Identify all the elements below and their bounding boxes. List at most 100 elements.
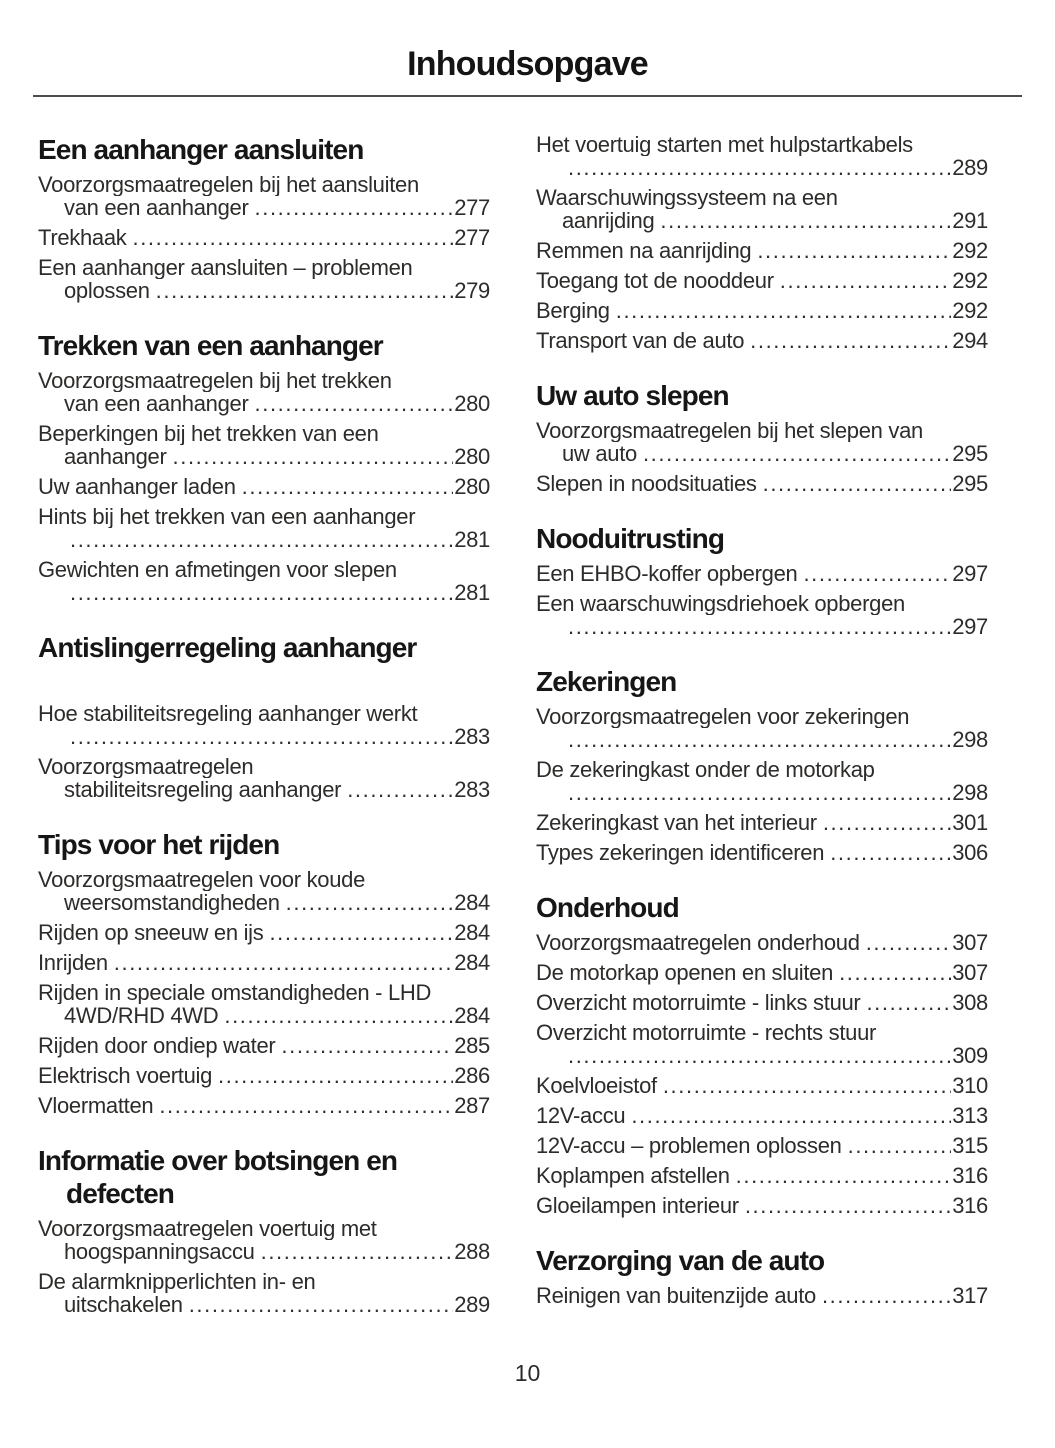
toc-entry-lastline: Reinigen van buitenzijde auto...........… <box>536 1284 988 1307</box>
page-ref: 297 <box>952 561 988 586</box>
dot-leader: ........................................… <box>172 445 454 468</box>
toc-entry: Inrijden................................… <box>38 951 490 974</box>
toc-entry-label: Voorzorgsmaatregelen onderhoud <box>536 930 860 955</box>
toc-entry: Voorzorgsmaatregelen voertuig met hoogspa… <box>38 1217 490 1263</box>
page-ref: 280 <box>454 391 490 416</box>
dot-leader: ........................................… <box>159 1094 454 1117</box>
dot-leader: ........................................… <box>70 528 454 551</box>
dot-leader: ........................................… <box>821 1284 951 1307</box>
section-heading-line: Verzorging van de auto <box>536 1245 825 1276</box>
page-ref: 292 <box>952 268 988 293</box>
toc-entry-line: Voorzorgsmaatregelen voertuig met <box>38 1217 377 1240</box>
toc-entry-lastline: Koelvloeistof...........................… <box>536 1074 988 1097</box>
toc-section: Zekeringen Voorzorgsmaatregelen voor zeke… <box>536 665 988 864</box>
toc-entry-lastline: Rijden op sneeuw en ijs.................… <box>38 921 490 944</box>
toc-entry: Rijden op sneeuw en ijs.................… <box>38 921 490 944</box>
section-heading: Tips voor het rijden <box>38 828 490 861</box>
toc-entry-lastline: Rijden door ondiep water................… <box>38 1034 490 1057</box>
dot-leader: ........................................… <box>70 581 454 604</box>
page-ref: 317 <box>952 1283 988 1308</box>
dot-leader: ........................................… <box>631 1104 951 1127</box>
page-ref: 313 <box>952 1103 988 1128</box>
toc-entry: Overzicht motorruimte - rechts stuur....… <box>536 1021 988 1067</box>
toc-entry-label: oplossen <box>64 278 150 303</box>
toc-entry-label: Reinigen van buitenzijde auto <box>536 1283 816 1308</box>
toc-entry: Een aanhanger aansluiten – problemen oplo… <box>38 256 490 302</box>
toc-section: Verzorging van de auto Reinigen van buite… <box>536 1244 988 1307</box>
toc-section: Nooduitrusting Een EHBO-koffer opbergen..… <box>536 522 988 638</box>
toc-entry-label: De motorkap openen en sluiten <box>536 960 834 985</box>
toc-entry-lastline: weersomstandigheden.....................… <box>38 891 490 914</box>
toc-entry-line: Voorzorgsmaatregelen voor koude <box>38 868 366 891</box>
page-ref: 309 <box>952 1043 988 1068</box>
dot-leader: ........................................… <box>830 841 951 864</box>
toc-entry-lastline: oplossen................................… <box>38 279 490 302</box>
section-heading-line: Nooduitrusting <box>536 523 725 554</box>
page-ref: 277 <box>454 225 490 250</box>
toc-entry-label: Berging <box>536 298 610 323</box>
toc-entry: De zekeringkast onder de motorkap.......… <box>536 758 988 804</box>
dot-leader: ........................................… <box>847 1134 952 1157</box>
toc-entry-line: Voorzorgsmaatregelen voor zekeringen <box>536 705 910 728</box>
page-ref: 291 <box>952 208 988 233</box>
toc-entry-label: stabiliteitsregeling aanhanger <box>64 777 342 802</box>
toc-entry: Voorzorgsmaatregelen voor zekeringen....… <box>536 705 988 751</box>
dot-leader: ........................................… <box>224 1004 454 1027</box>
dot-leader: ........................................… <box>188 1293 453 1316</box>
page-ref: 295 <box>952 471 988 496</box>
toc-entry-lastline: Gloeilampen interieur...................… <box>536 1194 988 1217</box>
toc-column-right: Het voertuig starten met hulpstartkabels… <box>536 133 988 1323</box>
toc-entry-label: van een aanhanger <box>64 195 249 220</box>
toc-entry-lastline: Transport van de auto...................… <box>536 329 988 352</box>
toc-entry-lastline: Koplampen afstellen.....................… <box>536 1164 988 1187</box>
toc-entry: Berging.................................… <box>536 299 988 322</box>
dot-leader: ........................................… <box>568 781 952 804</box>
toc-entry-label: Vloermatten <box>38 1093 154 1118</box>
toc-entry-line: Voorzorgsmaatregelen bij het slepen van <box>536 419 923 442</box>
dot-leader: ........................................… <box>568 156 952 179</box>
dot-leader: ........................................… <box>568 728 952 751</box>
page-ref: 292 <box>952 298 988 323</box>
page-ref: 284 <box>454 920 490 945</box>
toc-body: Een aanhanger aansluiten Voorzorgsmaatreg… <box>0 97 1055 1323</box>
page-ref: 315 <box>952 1133 988 1158</box>
toc-entry: Vloermatten.............................… <box>38 1094 490 1117</box>
toc-entry: Hints bij het trekken van een aanhanger.… <box>38 505 490 551</box>
dot-leader: ........................................… <box>660 209 952 232</box>
toc-entry: Trekhaak................................… <box>38 226 490 249</box>
dot-leader: ........................................… <box>155 279 454 302</box>
toc-entry: Types zekeringen identificeren..........… <box>536 841 988 864</box>
dot-leader: ........................................… <box>839 961 952 984</box>
toc-entry: Koelvloeistof...........................… <box>536 1074 988 1097</box>
page-ref: 289 <box>454 1292 490 1317</box>
toc-section: Een aanhanger aansluiten Voorzorgsmaatreg… <box>38 133 490 302</box>
section-heading-line: Trekken van een aanhanger <box>38 330 384 361</box>
toc-entry-line: Hints bij het trekken van een aanhanger <box>38 505 416 528</box>
toc-entry-lastline: hoogspanningsaccu.......................… <box>38 1240 490 1263</box>
toc-entry: Elektrisch voertuig.....................… <box>38 1064 490 1087</box>
section-heading-line: Uw auto slepen <box>536 380 730 411</box>
section-heading-line: Tips voor het rijden <box>38 829 280 860</box>
toc-entry-label: Types zekeringen identificeren <box>536 840 825 865</box>
toc-entry-lastline: Zekeringkast van het interieur..........… <box>536 811 988 834</box>
dot-leader: ........................................… <box>285 891 454 914</box>
section-heading-line: Informatie over botsingen en <box>38 1145 398 1176</box>
page-ref: 280 <box>454 444 490 469</box>
title-rule <box>33 95 1022 97</box>
page-ref: 298 <box>952 780 988 805</box>
page-ref: 289 <box>952 155 988 180</box>
section-heading-line: Antislingerregeling aanhanger <box>38 632 417 663</box>
toc-entry-line: Beperkingen bij het trekken van een <box>38 422 379 445</box>
toc-entry: Voorzorgsmaatregelen bij het aansluiten v… <box>38 173 490 219</box>
toc-entry-lastline: aanhanger...............................… <box>38 445 490 468</box>
toc-entry-label: hoogspanningsaccu <box>64 1239 255 1264</box>
toc-entry: Gloeilampen interieur...................… <box>536 1194 988 1217</box>
toc-entry: 12V-accu – problemen oplossen...........… <box>536 1134 988 1157</box>
toc-entry-line: Het voertuig starten met hulpstartkabels <box>536 133 913 156</box>
page-ref: 307 <box>952 930 988 955</box>
toc-entry-label: Uw aanhanger laden <box>38 474 236 499</box>
toc-entry-label: Een EHBO-koffer opbergen <box>536 561 798 586</box>
dot-leader: ........................................… <box>757 239 951 262</box>
toc-section: Antislingerregeling aanhanger Hoe stabili… <box>38 631 490 801</box>
section-heading-line: Zekeringen <box>536 666 677 697</box>
